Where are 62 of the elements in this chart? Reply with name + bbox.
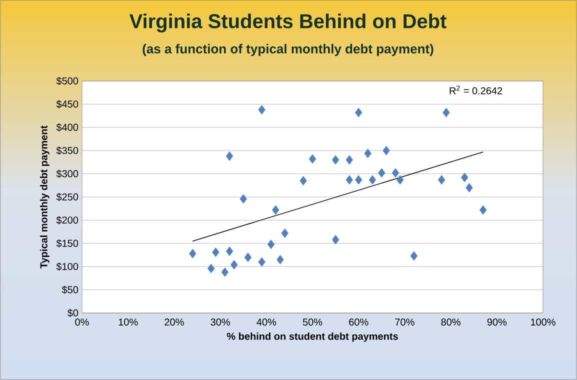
point (276, 254, 284, 264)
point (300, 176, 307, 186)
point (240, 194, 247, 204)
point (308, 154, 316, 164)
point (226, 246, 234, 256)
chart-title: Virginia Students Behind on Debt (129, 14, 446, 32)
point (272, 205, 280, 215)
y-tick-label: $200 (56, 216, 78, 224)
annotation: R$^{2}$ = 0.2642 (450, 86, 502, 94)
y-tick-label: $150 (56, 239, 78, 248)
point (410, 251, 418, 261)
point (438, 175, 446, 185)
y-tick-label: $250 (56, 192, 78, 202)
x-tick-label: 90% (487, 318, 507, 326)
point (466, 183, 473, 192)
y-tick-label: $450 (56, 100, 78, 108)
point (346, 155, 353, 165)
x-tick-label: 100% (530, 318, 556, 326)
y-axis-title: Typical monthly debt payment (40, 126, 50, 268)
x-tick-label: 60% (349, 318, 368, 326)
point (208, 264, 215, 274)
point (396, 175, 404, 185)
point (382, 146, 390, 156)
point (258, 105, 266, 114)
point (226, 151, 234, 161)
point (332, 155, 340, 165)
x-tick-label: 0% (75, 318, 89, 326)
x-tick-label: 30% (210, 318, 230, 326)
y-tick-label: $50 (62, 286, 78, 294)
y-tick-label: $350 (56, 146, 78, 155)
x-tick-label: 20% (164, 318, 184, 326)
point (378, 168, 386, 178)
x-tick-label: 80% (441, 318, 460, 326)
point (368, 175, 376, 185)
point (461, 172, 468, 182)
point (355, 175, 362, 185)
x-tick-label: 10% (118, 318, 138, 326)
point (281, 228, 288, 238)
point (346, 175, 353, 185)
y-tick-label: $100 (56, 262, 78, 271)
y-tick-label: $300 (56, 170, 78, 178)
y-tick-label: $0 (67, 308, 78, 318)
point (267, 240, 275, 250)
point (258, 257, 266, 267)
point (332, 234, 340, 244)
point (189, 248, 196, 258)
point (230, 260, 238, 270)
point (364, 148, 372, 158)
chart-subtitle: (as a function of typical monthly debt payment) (142, 44, 434, 56)
point (212, 248, 220, 257)
point (480, 205, 487, 215)
y-tick-label: $500 (56, 76, 78, 86)
y-tick-label: $400 (56, 123, 78, 132)
point (392, 168, 400, 178)
point (221, 267, 228, 277)
point (244, 252, 252, 262)
point (355, 108, 362, 118)
x-tick-label: 50% (302, 318, 322, 326)
x-tick-label: 40% (256, 318, 276, 326)
x-tick-label: 70% (395, 318, 414, 326)
point (442, 108, 450, 118)
x-axis-title: % behind on student debt payments (226, 332, 398, 342)
